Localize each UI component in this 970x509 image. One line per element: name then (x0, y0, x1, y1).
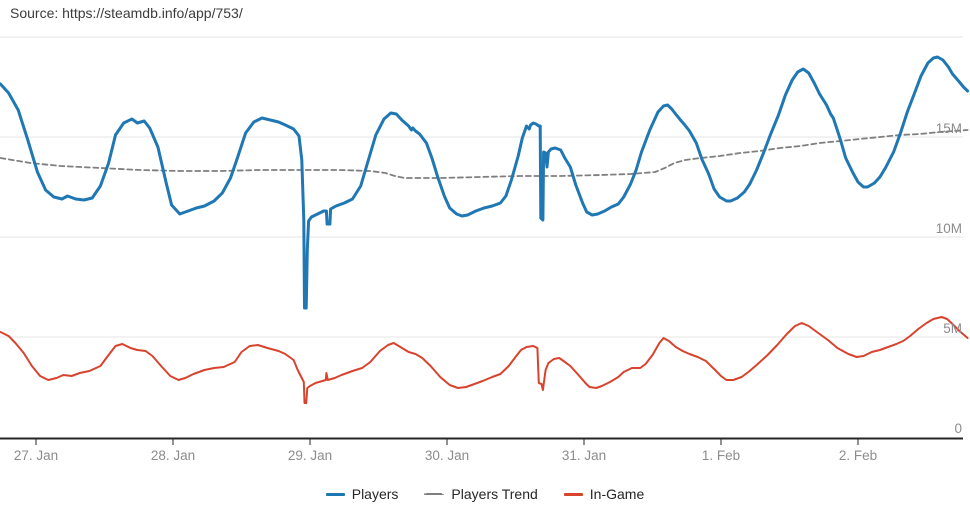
x-tick-label: 27. Jan (14, 448, 58, 463)
legend-item-in-game[interactable]: In-Game (563, 483, 645, 505)
chart-plot-area[interactable]: 27. Jan 28. Jan 29. Jan 30. Jan 31. Jan 1. Fe… (0, 0, 970, 470)
chart-legend: Players Players Trend In-Game (0, 483, 970, 505)
y-tick-label: 0 (954, 421, 962, 436)
legend-item-players[interactable]: Players (325, 483, 399, 505)
legend-item-players-trend[interactable]: Players Trend (424, 483, 538, 505)
in-game-line-swatch (563, 492, 583, 496)
x-tick-label: 1. Feb (702, 448, 740, 463)
y-tick-label: 10M (936, 221, 962, 236)
in-game-line (0, 316, 969, 404)
legend-label-players: Players (351, 486, 399, 502)
x-tick-label: 30. Jan (425, 448, 469, 463)
legend-label-players-trend: Players Trend (451, 486, 538, 502)
x-tick-label: 31. Jan (562, 448, 606, 463)
x-tick-label: 28. Jan (151, 448, 195, 463)
legend-label-in-game: In-Game (589, 486, 645, 502)
players-trend-line-swatch (424, 493, 445, 495)
source-label: Source: https://steamdb.info/app/753/ (10, 5, 243, 21)
x-tick-label: 2. Feb (839, 448, 877, 463)
players-line-swatch (325, 492, 345, 496)
x-tick-label: 29. Jan (288, 448, 332, 463)
y-tick-label: 5M (943, 321, 962, 336)
y-tick-label: 15M (936, 121, 962, 136)
players-trend-line (0, 129, 969, 179)
players-line (0, 55, 970, 310)
